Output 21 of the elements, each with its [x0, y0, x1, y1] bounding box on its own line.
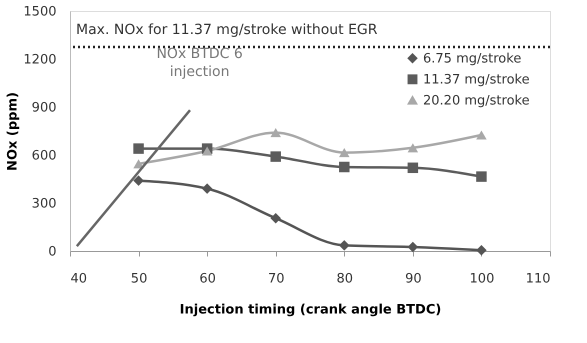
y-tick-label: 1500: [23, 4, 56, 20]
x-tick-label: 110: [526, 272, 550, 286]
y-tick-label: 0: [48, 244, 56, 260]
y-tick-label: 1200: [23, 52, 56, 68]
legend-label: 20.20 mg/stroke: [423, 93, 530, 108]
x-axis-title: Injection timing (crank angle BTDC): [180, 302, 442, 318]
y-tick-label: 600: [32, 148, 56, 164]
x-tick-label: 40: [70, 272, 88, 286]
x-tick-label: 90: [405, 272, 422, 286]
ref-line-label: Max. NOx for 11.37 mg/stroke without EGR: [76, 22, 378, 38]
legend-label: 6.75 mg/stroke: [423, 51, 522, 66]
y-tick-label: 300: [32, 196, 56, 212]
x-tick-label: 100: [470, 272, 494, 286]
x-tick-label: 50: [130, 272, 148, 286]
legend-label: 11.37 mg/stroke: [423, 72, 530, 88]
x-tick-label: 70: [268, 272, 284, 286]
x-tick-label: 60: [199, 272, 216, 286]
x-tick-label: 80: [336, 272, 354, 286]
y-tick-label: 900: [32, 100, 56, 116]
y-axis-title: NOx (ppm): [5, 92, 20, 171]
annotation: NOx BTDC 6 injection: [156, 46, 243, 80]
